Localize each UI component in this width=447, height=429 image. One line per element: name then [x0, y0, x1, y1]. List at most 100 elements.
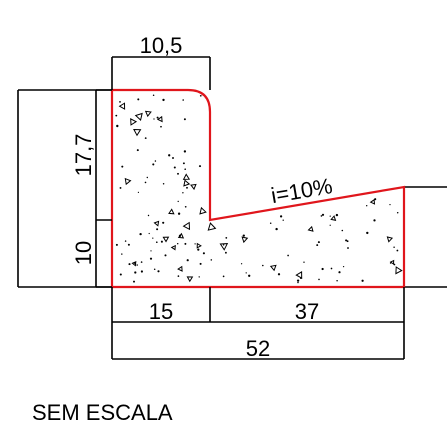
aggregate-speck [184, 205, 187, 208]
aggregate-speck [140, 261, 143, 263]
aggregate-speck [160, 125, 162, 128]
aggregate-stone [330, 215, 337, 221]
aggregate-speck [160, 240, 163, 243]
aggregate-stone [118, 102, 126, 110]
aggregate-stone [177, 265, 183, 272]
aggregate-speck [199, 262, 202, 265]
aggregate-stone [186, 276, 194, 283]
aggregate-speck [338, 271, 341, 274]
aggregate-speck [177, 200, 179, 203]
aggregate-speck [152, 163, 155, 166]
aggregate-stone [269, 264, 277, 272]
aggregate-speck [366, 205, 368, 207]
aggregate-speck [119, 273, 122, 276]
aggregate-speck [136, 149, 139, 152]
aggregate-speck [248, 274, 251, 277]
right-ground-lines [404, 186, 447, 288]
aggregate-stone [182, 173, 191, 180]
aggregate-speck [124, 240, 127, 242]
aggregate-stone [295, 271, 303, 279]
aggregate-speck [320, 215, 323, 217]
aggregate-speck [162, 182, 165, 185]
aggregate-speck [396, 211, 399, 214]
aggregate-speck [346, 240, 349, 243]
aggregate-speck [318, 278, 320, 281]
aggregate-stone [207, 222, 217, 231]
aggregate-speck [127, 243, 130, 246]
aggregate-speck [144, 181, 147, 184]
aggregate-speck [147, 214, 150, 217]
aggregate-stone [156, 115, 163, 123]
aggregate-speck [279, 215, 283, 218]
aggregate-speck [245, 272, 247, 274]
aggregate-speck [121, 165, 124, 168]
aggregate-speck [194, 243, 196, 245]
aggregate-speck [389, 262, 392, 264]
total-dimension-line [111, 322, 405, 360]
aggregate-speck [393, 246, 395, 249]
aggregate-stone [196, 242, 202, 249]
aggregate-speck [177, 275, 180, 277]
aggregate-speck [184, 168, 186, 170]
aggregate-speck [162, 98, 165, 102]
aggregate-stone [130, 118, 138, 126]
aggregate-speck [222, 275, 225, 278]
aggregate-stone [219, 243, 229, 251]
aggregate-stone [124, 177, 132, 186]
aggregate-speck [154, 160, 157, 162]
aggregate-speck [119, 101, 121, 103]
aggregate-speck [137, 191, 139, 193]
aggregate-stone [182, 221, 191, 231]
aggregate-speck [177, 172, 179, 175]
aggregate-stone [170, 244, 176, 251]
aggregate-stone [153, 220, 160, 227]
aggregate-stone [134, 112, 143, 121]
aggregate-speck [389, 203, 391, 206]
aggregate-speck [119, 186, 122, 189]
aggregate-speck [261, 264, 264, 267]
aggregate-speck [222, 244, 225, 246]
aggregate-speck [150, 250, 152, 252]
concrete-section-outline [110, 88, 406, 289]
total-width-label: 52 [246, 336, 270, 361]
aggregate-speck [153, 118, 155, 120]
aggregate-speck [162, 221, 165, 224]
aggregate-speck [287, 254, 289, 257]
aggregate-speck [275, 227, 278, 231]
aggregate-speck [164, 254, 167, 257]
aggregate-speck [296, 279, 300, 282]
aggregate-speck [277, 273, 281, 276]
aggregate-speck [121, 253, 123, 255]
aggregate-stone [183, 179, 191, 187]
aggregate-speck [336, 279, 338, 282]
aggregate-stone [369, 198, 376, 205]
aggregate-speck [342, 265, 345, 268]
aggregate-speck [199, 94, 202, 97]
aggregate-speck [316, 244, 319, 247]
aggregate-speck [341, 229, 344, 232]
aggregate-speck [361, 279, 364, 282]
aggregate-stone [241, 236, 249, 244]
top-dimension-line [111, 56, 211, 90]
aggregate-speck [345, 239, 348, 242]
aggregate-speck [269, 222, 272, 225]
aggregate-speck [134, 271, 137, 274]
aggregate-speck [396, 249, 399, 252]
aggregate-stone [131, 260, 137, 267]
aggregate-speck [198, 276, 200, 278]
aggregate-speck [184, 242, 187, 245]
aggregate-speck [177, 212, 181, 215]
left-dimension-line [95, 89, 112, 288]
aggregate-speck [197, 248, 200, 251]
aggregate-speck [303, 261, 305, 263]
aggregate-speck [202, 252, 205, 255]
aggregate-stone [307, 225, 314, 232]
aggregate-stone [144, 110, 152, 118]
aggregate-speck [186, 259, 189, 262]
aggregate-texture [115, 94, 403, 284]
aggregate-speck [240, 263, 243, 265]
dimension-lines [95, 56, 405, 360]
aggregate-speck [224, 251, 227, 254]
aggregate-speck [156, 116, 159, 119]
aggregate-stone [162, 236, 170, 243]
